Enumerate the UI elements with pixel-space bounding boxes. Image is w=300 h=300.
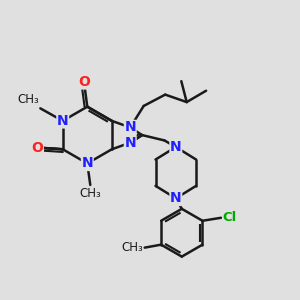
Text: N: N — [57, 114, 68, 128]
Text: N: N — [170, 191, 182, 206]
Text: N: N — [124, 121, 136, 134]
Text: O: O — [78, 75, 90, 89]
Text: CH₃: CH₃ — [17, 93, 39, 106]
Text: N: N — [124, 136, 136, 150]
Text: N: N — [82, 156, 93, 170]
Text: N: N — [170, 140, 182, 154]
Text: CH₃: CH₃ — [80, 187, 101, 200]
Text: O: O — [32, 141, 43, 155]
Text: CH₃: CH₃ — [122, 241, 143, 254]
Text: Cl: Cl — [222, 211, 236, 224]
